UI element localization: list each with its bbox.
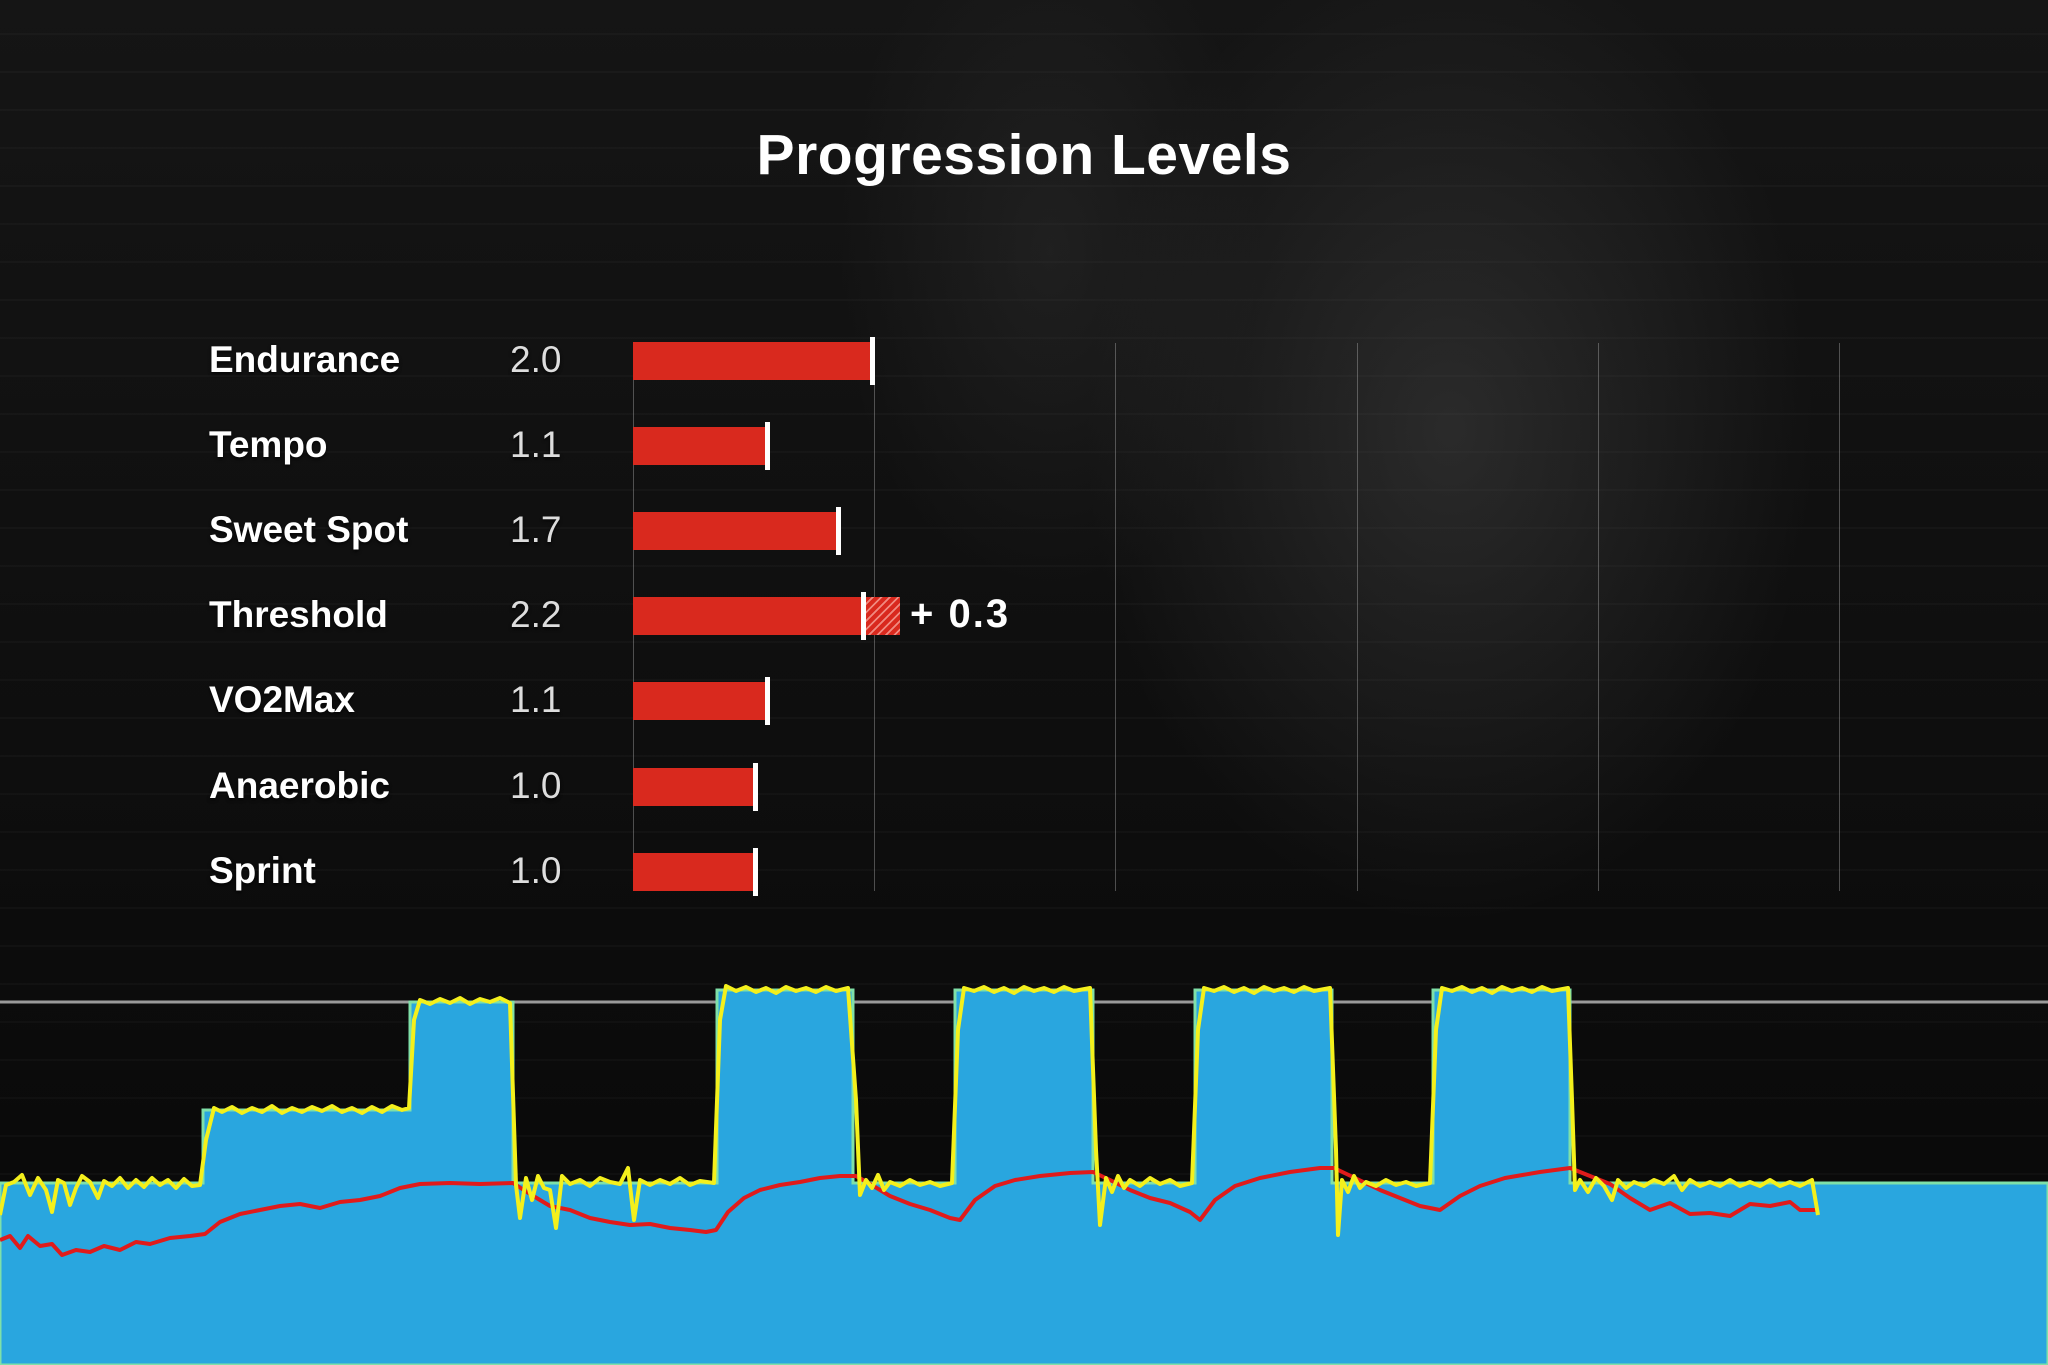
chart-title: Progression Levels [756, 123, 1292, 187]
level-row-sweet-spot: Sweet Spot 1.7 [0, 501, 2048, 561]
level-name: VO2Max [209, 679, 356, 720]
level-row-endurance: Endurance 2.0 [0, 331, 2048, 391]
gridline-8 [1598, 343, 1599, 891]
level-marker [765, 422, 770, 470]
level-name: Sweet Spot [209, 509, 409, 550]
progression-levels-chart: Endurance 2.0 Tempo 1.1 Sweet Spot 1.7 T… [0, 331, 2048, 902]
level-row-vo2max: VO2Max 1.1 [0, 671, 2048, 731]
level-marker [861, 592, 866, 640]
level-bar [633, 342, 872, 380]
level-bar [633, 597, 863, 635]
level-value: 2.0 [510, 339, 562, 380]
level-value: 1.1 [510, 424, 562, 465]
level-marker [753, 848, 758, 896]
level-marker [870, 337, 875, 385]
level-row-threshold: Threshold 2.2 + 0.3 [0, 586, 2048, 646]
level-value: 2.2 [510, 594, 562, 635]
level-bar [633, 768, 755, 806]
power-line [0, 984, 1820, 1237]
level-value: 1.7 [510, 509, 562, 550]
level-marker [753, 763, 758, 811]
level-marker [836, 507, 841, 555]
heart-rate-line [0, 1166, 1816, 1257]
level-name: Sprint [209, 850, 316, 891]
level-bar [633, 427, 767, 465]
level-row-tempo: Tempo 1.1 [0, 416, 2048, 476]
gridline-4 [1115, 343, 1116, 891]
level-name: Endurance [209, 339, 401, 380]
level-gain-label: + 0.3 [910, 592, 1011, 636]
level-value: 1.0 [510, 765, 562, 806]
level-bar [633, 512, 838, 550]
level-name: Threshold [209, 594, 388, 635]
level-value: 1.1 [510, 679, 562, 720]
level-marker [765, 677, 770, 725]
level-name: Anaerobic [209, 765, 390, 806]
level-bar [633, 682, 767, 720]
level-bar [633, 853, 755, 891]
level-value: 1.0 [510, 850, 562, 891]
gridline-10 [1839, 343, 1840, 891]
level-row-anaerobic: Anaerobic 1.0 [0, 757, 2048, 817]
level-name: Tempo [209, 424, 328, 465]
level-gain-hatched [866, 597, 900, 635]
level-row-sprint: Sprint 1.0 [0, 842, 2048, 902]
gridline-6 [1357, 343, 1358, 891]
